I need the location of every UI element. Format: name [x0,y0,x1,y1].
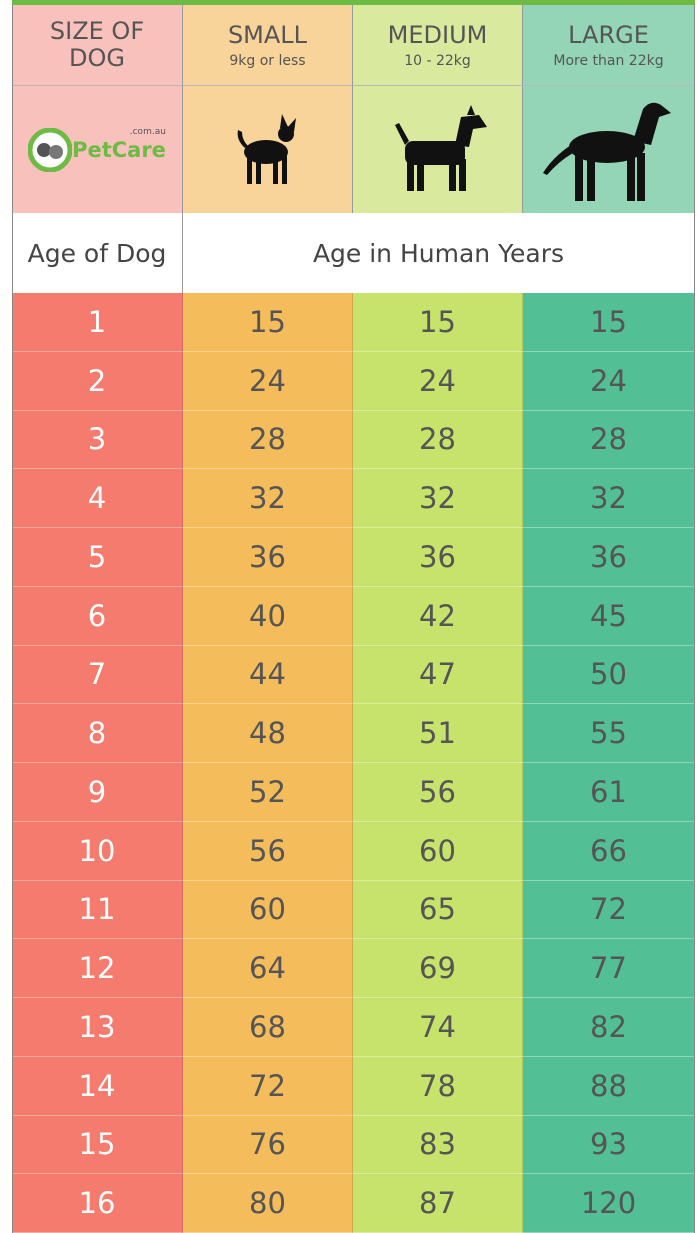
column-name: SMALL [228,22,307,49]
dog-age-cell: 1 [12,293,183,352]
dog-age-cell: 13 [12,998,183,1057]
logo-icon [28,128,72,172]
column-sub: More than 22kg [553,53,663,69]
human-age-cell: 60 [353,822,523,881]
logo-name: PetCare [72,138,166,162]
page: SIZE OF DOG SMALL 9kg or less MEDIUM 10 … [0,0,697,1233]
large-header: LARGE More than 22kg [523,5,695,85]
human-age-cell: 55 [523,704,695,763]
human-age-cell: 80 [183,1174,353,1233]
human-age-cell: 76 [183,1116,353,1175]
human-age-cell: 88 [523,1057,695,1116]
small-header: SMALL 9kg or less [183,5,353,85]
human-age-cell: 24 [523,352,695,411]
size-label: SIZE OF DOG [37,18,157,72]
human-age-cell: 77 [523,939,695,998]
human-age-cell: 56 [353,763,523,822]
logo-domain: .com.au [130,127,166,137]
column-name: LARGE [568,22,649,49]
large-dog-icon [539,95,679,205]
human-age-cell: 40 [183,587,353,646]
human-age-cell: 48 [183,704,353,763]
human-age-cell: 24 [183,352,353,411]
dog-age-cell: 16 [12,1174,183,1233]
logo-cell: .com.au PetCare [12,85,183,213]
medium-dog-cell [353,85,523,213]
human-age-cell: 83 [353,1116,523,1175]
human-age-cell: 32 [353,469,523,528]
human-age-cell: 87 [353,1174,523,1233]
human-age-cell: 72 [523,881,695,940]
human-age-cell: 60 [183,881,353,940]
human-age-cell: 44 [183,646,353,705]
small-dog-icon [228,110,308,190]
medium-dog-icon [383,105,493,195]
human-age-cell: 32 [523,469,695,528]
dog-age-cell: 6 [12,587,183,646]
human-age-cell: 15 [523,293,695,352]
dog-age-cell: 8 [12,704,183,763]
human-age-cell: 68 [183,998,353,1057]
human-age-cell: 52 [183,763,353,822]
human-age-cell: 24 [353,352,523,411]
small-dog-cell [183,85,353,213]
dog-age-cell: 3 [12,411,183,470]
dog-age-cell: 5 [12,528,183,587]
human-age-cell: 28 [523,411,695,470]
subheader-text: Age in Human Years [313,239,564,268]
human-age-cell: 66 [523,822,695,881]
human-age-cell: 15 [353,293,523,352]
dog-age-cell: 14 [12,1057,183,1116]
logo: .com.au PetCare [28,128,166,172]
human-age-cell: 47 [353,646,523,705]
human-age-cell: 72 [183,1057,353,1116]
dog-age-cell: 7 [12,646,183,705]
subheader-right: Age in Human Years [183,213,695,293]
human-age-cell: 15 [183,293,353,352]
dog-age-cell: 11 [12,881,183,940]
size-header: SIZE OF DOG [12,5,183,85]
human-age-cell: 93 [523,1116,695,1175]
human-age-cell: 64 [183,939,353,998]
human-age-cell: 51 [353,704,523,763]
human-age-cell: 28 [353,411,523,470]
human-age-cell: 78 [353,1057,523,1116]
human-age-cell: 36 [183,528,353,587]
human-age-cell: 74 [353,998,523,1057]
human-age-cell: 61 [523,763,695,822]
dog-age-cell: 4 [12,469,183,528]
large-dog-cell [523,85,695,213]
human-age-cell: 65 [353,881,523,940]
medium-header: MEDIUM 10 - 22kg [353,5,523,85]
human-age-cell: 82 [523,998,695,1057]
human-age-cell: 32 [183,469,353,528]
human-age-cell: 56 [183,822,353,881]
dog-age-cell: 12 [12,939,183,998]
subheader-text: Age of Dog [28,239,167,268]
human-age-cell: 120 [523,1174,695,1233]
human-age-cell: 50 [523,646,695,705]
dog-age-cell: 9 [12,763,183,822]
human-age-cell: 28 [183,411,353,470]
human-age-cell: 42 [353,587,523,646]
human-age-cell: 36 [353,528,523,587]
dog-age-cell: 15 [12,1116,183,1175]
column-sub: 9kg or less [229,53,305,69]
dog-age-cell: 2 [12,352,183,411]
human-age-cell: 45 [523,587,695,646]
human-age-cell: 36 [523,528,695,587]
column-name: MEDIUM [388,22,488,49]
column-sub: 10 - 22kg [404,53,471,69]
subheader-left: Age of Dog [12,213,183,293]
dog-age-cell: 10 [12,822,183,881]
human-age-cell: 69 [353,939,523,998]
